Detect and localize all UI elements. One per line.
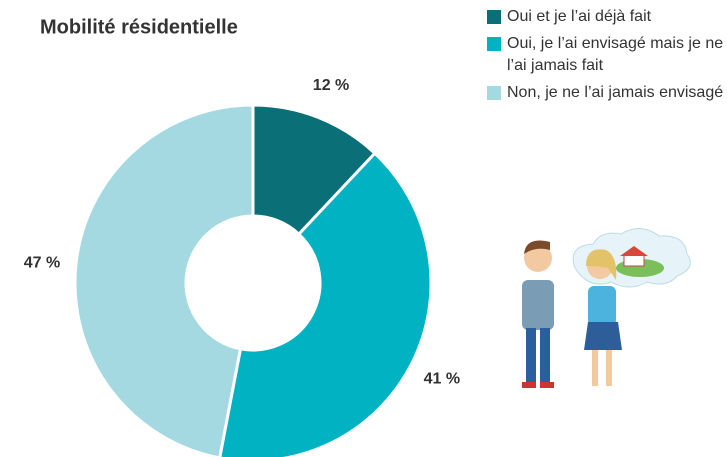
legend-item: Oui, je l’ai envisagé mais je ne l’ai ja… [487,33,725,77]
legend-item: Oui et je l’ai déjà fait [487,6,725,28]
legend-swatch [487,86,501,100]
data-label: 12 % [313,77,349,94]
legend-swatch [487,10,501,24]
chart-title: Mobilité résidentielle [40,16,238,38]
data-label: 47 % [24,254,60,271]
legend-label: Non, je ne l’ai jamais envisagé [507,84,724,101]
donut-segment [73,103,255,457]
data-label: 41 % [424,370,460,387]
legend-item: Non, je ne l’ai jamais envisagé [487,82,725,104]
legend-label: Oui et je l’ai déjà fait [507,8,652,25]
donut-segment [218,151,433,457]
legend-swatch [487,37,501,51]
legend-label: Oui, je l’ai envisagé mais je ne l’ai ja… [507,35,724,74]
legend: Oui et je l’ai déjà fait Oui, je l’ai env… [487,6,725,109]
donut-segment [251,103,377,237]
illustration [522,228,691,388]
